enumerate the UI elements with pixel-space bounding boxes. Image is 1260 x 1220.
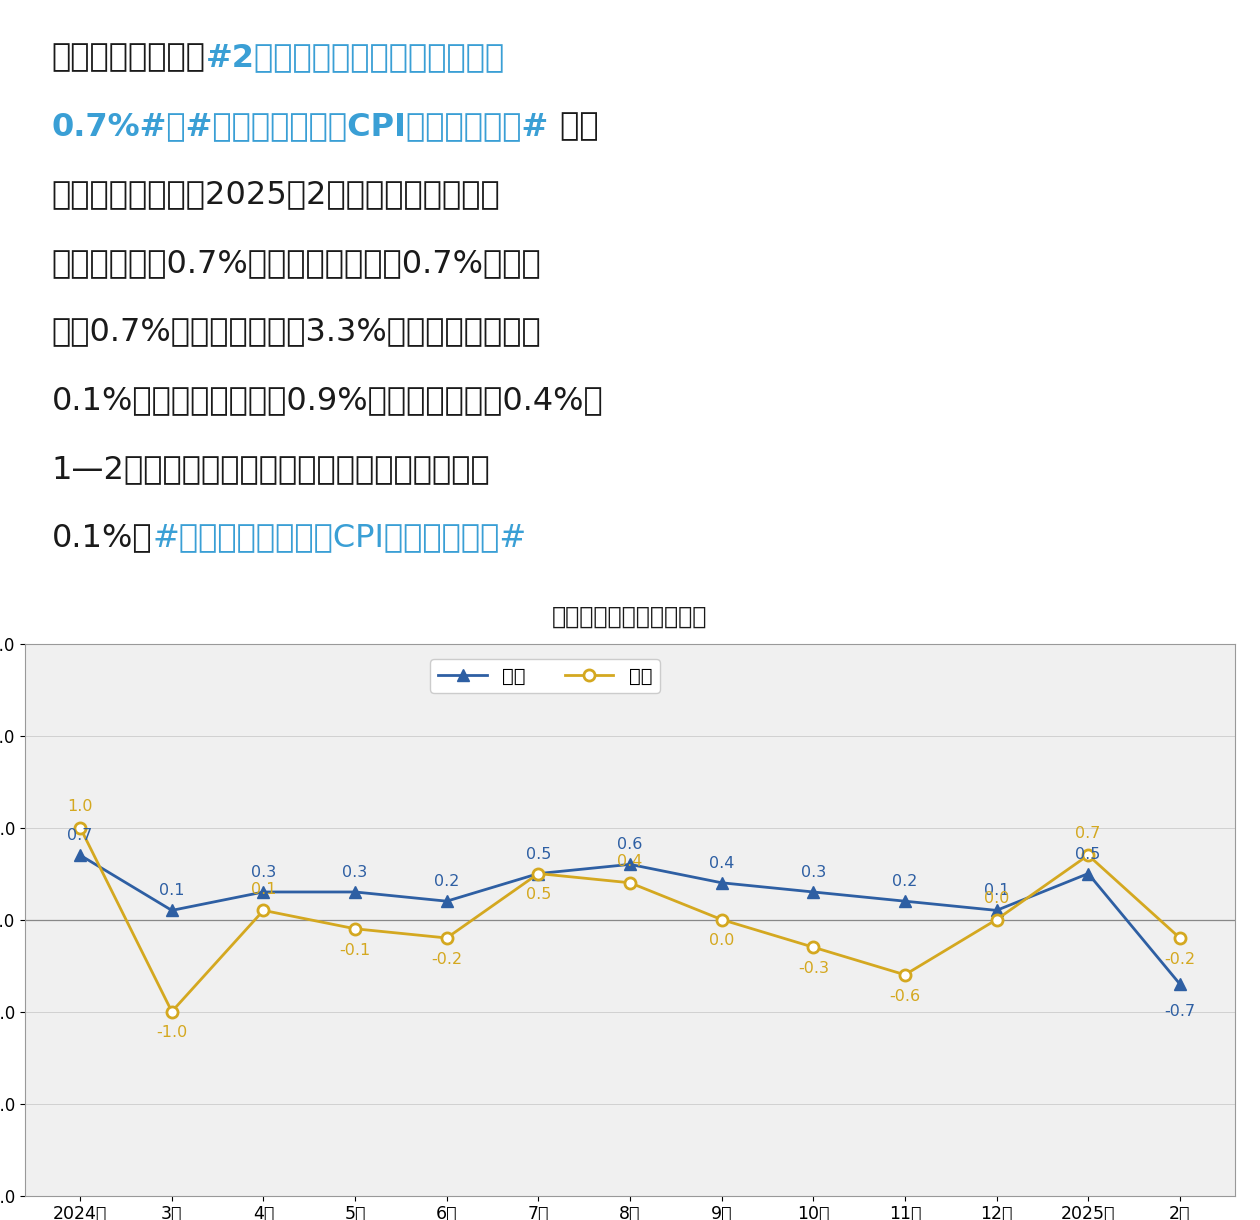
环比 bbox=[622, 876, 638, 891]
Text: -0.3: -0.3 bbox=[798, 961, 829, 976]
同比 bbox=[164, 903, 179, 917]
Text: 0.0: 0.0 bbox=[709, 933, 735, 948]
Text: 0.2: 0.2 bbox=[433, 875, 460, 889]
环比 bbox=[1081, 848, 1096, 863]
同比 bbox=[348, 884, 363, 899]
Text: 0.4: 0.4 bbox=[709, 855, 735, 871]
Text: #扣除春节错月影响CPI同比保持上涨#: #扣除春节错月影响CPI同比保持上涨# bbox=[152, 522, 527, 553]
同比 bbox=[1081, 866, 1096, 881]
环比 bbox=[897, 967, 912, 982]
Text: 0.1%；消费品价格下陳0.9%，服务价格下陳0.4%。: 0.1%；消费品价格下陳0.9%，服务价格下陳0.4%。 bbox=[52, 386, 604, 416]
Text: 0.1: 0.1 bbox=[984, 883, 1009, 898]
Text: -0.2: -0.2 bbox=[1164, 952, 1196, 966]
Text: 0.7%#】#春节错月等影响CPI同比由涨转降#: 0.7%#】#春节错月等影响CPI同比由涨转降# bbox=[52, 111, 549, 142]
Line: 同比: 同比 bbox=[74, 849, 1186, 989]
环比 bbox=[348, 921, 363, 936]
Text: 下陳0.7%；食品价格下陳3.3%，非食品价格下降: 下陳0.7%；食品价格下陳3.3%，非食品价格下降 bbox=[52, 316, 542, 348]
同比 bbox=[1172, 977, 1187, 992]
Text: 0.5: 0.5 bbox=[525, 887, 551, 903]
同比 bbox=[440, 894, 455, 909]
Text: 0.5: 0.5 bbox=[1076, 847, 1101, 861]
Text: 0.0: 0.0 bbox=[984, 891, 1009, 905]
Text: 0.5: 0.5 bbox=[525, 847, 551, 861]
Text: 0.3: 0.3 bbox=[800, 865, 825, 880]
Text: 1.0: 1.0 bbox=[68, 799, 93, 814]
Text: -1.0: -1.0 bbox=[156, 1025, 188, 1041]
Text: -0.6: -0.6 bbox=[890, 988, 921, 1004]
环比 bbox=[164, 1004, 179, 1019]
环比 bbox=[256, 903, 271, 917]
Legend: 同比, 环比: 同比, 环比 bbox=[431, 659, 660, 693]
Text: 0.4: 0.4 bbox=[617, 854, 643, 869]
Text: 国家: 国家 bbox=[549, 111, 598, 142]
Text: 0.7: 0.7 bbox=[1076, 826, 1101, 842]
同比 bbox=[622, 858, 638, 872]
同比 bbox=[73, 848, 88, 863]
Text: 0.1: 0.1 bbox=[251, 882, 276, 897]
Text: 0.6: 0.6 bbox=[617, 837, 643, 853]
环比 bbox=[989, 913, 1004, 927]
Text: 1—2月平均，全国居民消费价格比上年同期下降: 1—2月平均，全国居民消费价格比上年同期下降 bbox=[52, 454, 490, 484]
同比 bbox=[714, 876, 730, 891]
环比 bbox=[530, 866, 546, 881]
Text: 0.7: 0.7 bbox=[68, 828, 93, 843]
Text: 0.1: 0.1 bbox=[159, 883, 184, 898]
Text: 0.3: 0.3 bbox=[343, 865, 368, 880]
同比 bbox=[989, 903, 1004, 917]
Text: 统计局数据显示，2025年2月份，全国居民消费: 统计局数据显示，2025年2月份，全国居民消费 bbox=[52, 179, 500, 210]
环比 bbox=[805, 939, 820, 954]
同比 bbox=[256, 884, 271, 899]
Title: 全国居民消费价格涨跌幅: 全国居民消费价格涨跌幅 bbox=[552, 605, 708, 630]
Text: -0.7: -0.7 bbox=[1164, 1004, 1196, 1019]
Text: -0.1: -0.1 bbox=[339, 943, 370, 958]
同比 bbox=[805, 884, 820, 899]
Text: 0.2: 0.2 bbox=[892, 875, 917, 889]
Text: 0.1%。: 0.1%。 bbox=[52, 522, 152, 553]
同比 bbox=[897, 894, 912, 909]
环比 bbox=[1172, 931, 1187, 946]
环比 bbox=[73, 820, 88, 834]
Text: 价格同比下陳0.7%。其中，城市下陳0.7%，农村: 价格同比下陳0.7%。其中，城市下陳0.7%，农村 bbox=[52, 248, 542, 279]
Text: 《》国家统计局：: 《》国家统计局： bbox=[52, 43, 205, 73]
Text: -0.2: -0.2 bbox=[431, 952, 462, 966]
Text: #2月全国居民消费价格同比下降: #2月全国居民消费价格同比下降 bbox=[205, 43, 505, 73]
Text: 0.3: 0.3 bbox=[251, 865, 276, 880]
环比 bbox=[440, 931, 455, 946]
环比 bbox=[714, 913, 730, 927]
Line: 环比: 环比 bbox=[74, 822, 1186, 1017]
同比 bbox=[530, 866, 546, 881]
